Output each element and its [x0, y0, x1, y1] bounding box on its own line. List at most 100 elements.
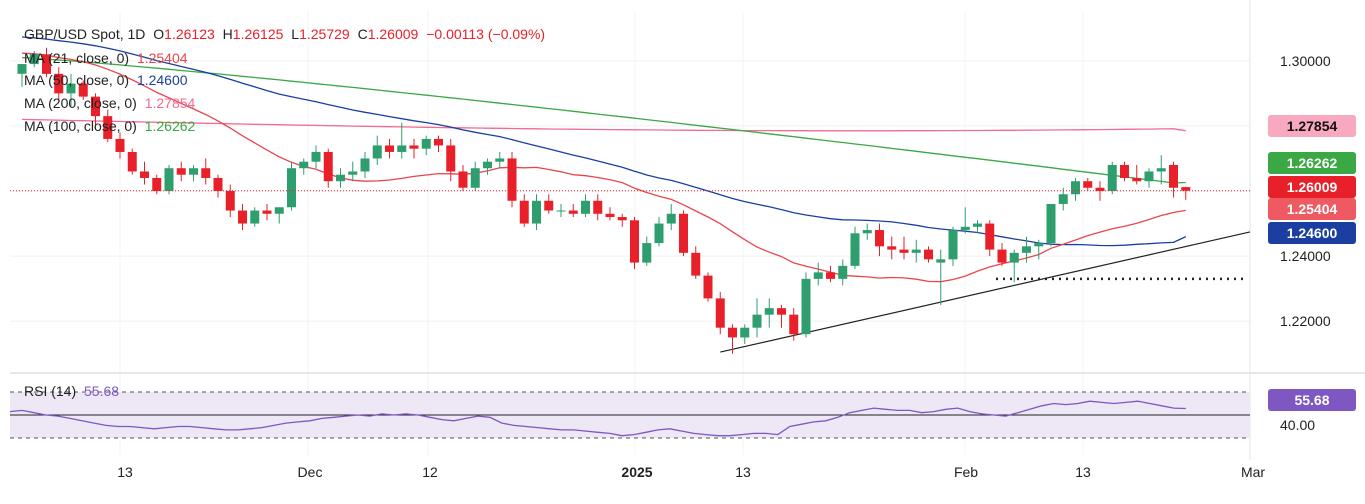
candle [862, 223, 872, 240]
candle [826, 265, 835, 283]
candle-body [740, 327, 750, 338]
candle [1009, 249, 1019, 283]
rsi-value: 55.68 [84, 383, 120, 399]
candle [764, 298, 774, 328]
candle-body [434, 138, 443, 146]
ma21-label: MA (21, close, 0) [24, 50, 130, 66]
candle [544, 194, 554, 214]
candle [997, 243, 1007, 266]
candle-body [1058, 194, 1068, 205]
candle-body [556, 210, 566, 212]
candle [703, 272, 713, 302]
candle [189, 164, 198, 182]
price-tag-label: 1.24600 [1287, 225, 1338, 241]
candle-body [654, 223, 664, 244]
candle-body [409, 145, 419, 149]
candle [519, 194, 529, 227]
candle [483, 158, 492, 175]
ma200-legend[interactable]: MA (200, close, 0) 1.27854 [24, 95, 199, 111]
candle [29, 51, 39, 68]
candle [238, 204, 247, 231]
candle [421, 135, 431, 156]
ma50-value: 1.24600 [136, 72, 188, 88]
candle [789, 308, 799, 341]
candle-body [225, 191, 235, 211]
candle [691, 246, 701, 279]
candle-body [887, 246, 897, 250]
ma100-legend[interactable]: MA (100, close, 0) 1.26262 [24, 118, 199, 134]
ma100-value: 1.26262 [144, 118, 196, 134]
price-tag-label: 1.26009 [1287, 179, 1338, 195]
rsi-value-tag: 55.68 [1268, 389, 1356, 411]
candle-body [838, 265, 848, 279]
candle [1107, 161, 1117, 195]
candle [385, 138, 394, 159]
candle [593, 194, 603, 221]
candle [617, 213, 627, 227]
rsi-tag-background [1268, 389, 1356, 411]
candle [1071, 177, 1080, 201]
moving-average-lines [21, 36, 1187, 283]
price-tag: 1.26262 [1268, 152, 1356, 174]
candle-body [519, 200, 529, 224]
candle [813, 262, 823, 286]
time-tick-label: Mar [1241, 464, 1265, 480]
candle [274, 207, 284, 224]
candle [654, 217, 664, 247]
candle-body [91, 96, 100, 117]
candle-body [66, 83, 76, 94]
price-tag: 1.24600 [1268, 222, 1356, 244]
candle [740, 324, 750, 344]
candle-body [323, 151, 333, 182]
rsi-pane [9, 391, 1250, 439]
ma50-legend[interactable]: MA (50, close, 0) 1.24600 [24, 72, 192, 88]
candle-body [201, 168, 211, 178]
ma200-value: 1.27854 [144, 95, 196, 111]
time-tick-label: Feb [954, 464, 978, 480]
candle [201, 158, 211, 185]
rsi-axis-labels: 55.68 40.00 [1268, 389, 1356, 433]
candle-body [1034, 243, 1044, 247]
price-tag-background [1268, 198, 1356, 220]
candle-body [679, 213, 688, 253]
candle-body [544, 200, 554, 211]
ma21-legend[interactable]: MA (21, close, 0) 1.25404 [24, 50, 192, 66]
candle-body [115, 138, 125, 152]
candle [348, 161, 358, 182]
candle-body [1120, 164, 1129, 178]
candle-body [985, 223, 995, 250]
candle-body [1022, 246, 1031, 253]
candle-body [446, 145, 456, 172]
candle [1132, 164, 1142, 185]
candle-body [385, 145, 394, 152]
time-axis-labels: 13 Dec 12 2025 13 Feb 13 Mar [117, 464, 1265, 480]
candle-body [238, 210, 247, 224]
candle-body [691, 252, 701, 276]
candle [924, 246, 933, 263]
time-tick-label: 2025 [621, 464, 652, 480]
candle [458, 164, 468, 191]
candle [262, 204, 272, 221]
candle [507, 151, 517, 208]
price-tag-label: 1.27854 [1287, 118, 1338, 134]
rsi-legend[interactable]: RSI (14) 55.68 [24, 383, 123, 399]
candle [409, 138, 419, 159]
candle [127, 148, 137, 175]
low-value: L1.25729 [291, 26, 350, 42]
price-axis-labels: 1.30000 1.24000 1.22000 [1280, 53, 1331, 329]
candle [42, 47, 51, 78]
candle [973, 220, 982, 234]
candle [666, 204, 676, 231]
candle-body [1107, 164, 1117, 191]
candle-body [630, 220, 639, 263]
candle-body [287, 168, 296, 208]
candle-body [605, 213, 615, 218]
candle-body [470, 168, 480, 188]
candle [1083, 177, 1093, 191]
candle [985, 220, 995, 257]
candle [372, 135, 382, 165]
candle-body [1046, 204, 1056, 244]
candle-body [728, 327, 737, 338]
candle [299, 158, 309, 175]
price-tag-background [1268, 176, 1356, 198]
